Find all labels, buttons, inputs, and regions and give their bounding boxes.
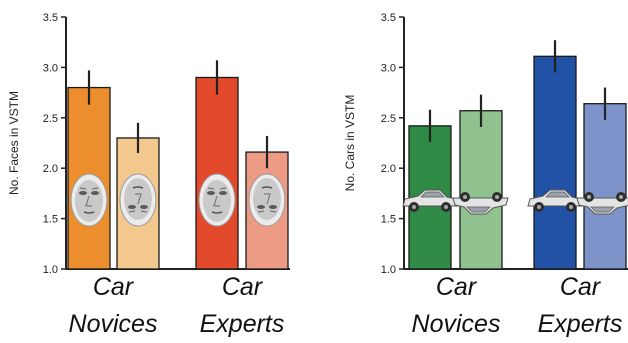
y-tick-label: 3.5 xyxy=(43,12,58,24)
bar-upright xyxy=(195,76,239,270)
face-icon xyxy=(119,173,157,227)
bar-inverted xyxy=(459,110,503,270)
car-icon xyxy=(576,192,628,215)
y-tick-label: 1.0 xyxy=(381,264,396,276)
y-axis-title: No. Cars in VSTM xyxy=(343,95,357,192)
y-tick-label: 2.0 xyxy=(381,163,396,175)
bar-inverted xyxy=(583,103,627,270)
car-icon xyxy=(527,189,584,212)
group-label-line1: Car xyxy=(93,273,135,301)
face-icon xyxy=(248,173,286,227)
y-axis-title: No. Faces in VSTM xyxy=(7,91,21,195)
y-tick-label: 1.5 xyxy=(43,214,58,226)
face-icon xyxy=(70,173,108,227)
y-tick-label: 3.0 xyxy=(381,62,396,74)
group-label-line1: Car xyxy=(560,273,602,301)
group-label-line2: Novices xyxy=(412,310,501,338)
car-icon xyxy=(452,192,509,215)
y-tick-label: 2.5 xyxy=(381,113,396,125)
y-tick-label: 3.5 xyxy=(381,12,396,24)
group-label-line1: Car xyxy=(436,273,478,301)
y-tick-label: 2.5 xyxy=(43,113,58,125)
bar-upright xyxy=(533,55,577,270)
y-tick-label: 2.0 xyxy=(43,163,58,175)
y-tick-label: 3.0 xyxy=(43,62,58,74)
group-label-line1: Car xyxy=(222,273,264,301)
group-label-line2: Experts xyxy=(200,310,285,338)
face-icon xyxy=(198,173,236,227)
y-tick-label: 1.5 xyxy=(381,214,396,226)
group-label-line2: Experts xyxy=(538,310,623,338)
y-tick-label: 1.0 xyxy=(43,264,58,276)
chart-panel-1: 1.0 1.5 2.0 2.5 3.0 3.5 No. Faces in VSTM Car No… xyxy=(7,12,290,338)
chart-panel-2: 1.0 1.5 2.0 2.5 3.0 3.5 No. Cars in VSTM Car Nov… xyxy=(343,12,628,338)
group-label-line2: Novices xyxy=(69,310,158,338)
